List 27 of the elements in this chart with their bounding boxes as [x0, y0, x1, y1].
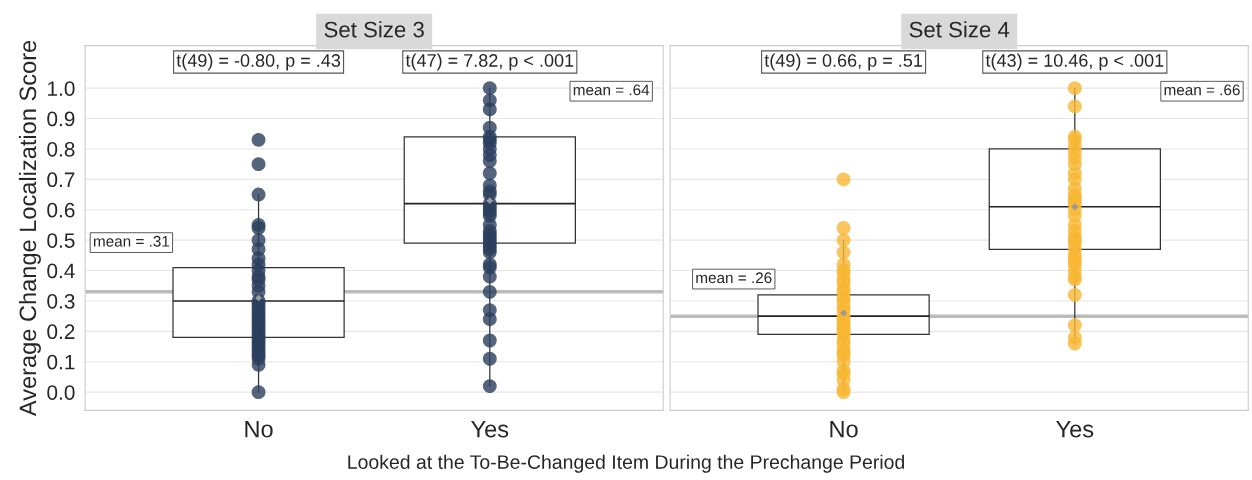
- x-tick-label: Yes: [471, 420, 509, 438]
- annotation: t(49) = -0.80, p = .43: [176, 53, 341, 71]
- x-tick-label: Yes: [1056, 420, 1094, 438]
- y-tick-label: 0.7: [47, 172, 75, 188]
- chart-title: Set Size 3: [324, 21, 424, 38]
- y-tick-label: 1.0: [48, 81, 75, 96]
- annotation: t(49) = 0.66, p = .51: [764, 53, 923, 71]
- annotation: mean = .64: [573, 84, 650, 96]
- y-tick-label: 0.3: [47, 293, 75, 309]
- annotation: t(43) = 10.46, p < .001: [985, 53, 1164, 71]
- annotation: mean = .66: [1164, 84, 1240, 96]
- annotation: mean = .26: [696, 272, 772, 284]
- x-tick-label: No: [245, 420, 273, 438]
- y-tick-label: 0.5: [47, 233, 75, 248]
- chart-title: Set Size 4: [909, 21, 1010, 38]
- y-tick-label: 0.2: [47, 324, 75, 340]
- y-tick-label: 0.9: [47, 111, 75, 127]
- annotation: t(47) = 7.82, p < .001: [405, 53, 574, 71]
- annotation: mean = .31: [93, 235, 170, 247]
- y-tick-label: 0.4: [47, 263, 75, 279]
- y-axis-title: Average Change Localization Score: [18, 40, 41, 417]
- x-axis-title: Looked at the To-Be-Changed Item During the Prechange Period: [348, 454, 905, 473]
- y-tick-label: 0.8: [47, 141, 75, 157]
- y-tick-label: 0.6: [47, 202, 75, 218]
- y-tick-label: 0.0: [47, 385, 75, 400]
- x-tick-label: No: [830, 420, 858, 438]
- y-tick-label: 0.1: [47, 354, 75, 370]
